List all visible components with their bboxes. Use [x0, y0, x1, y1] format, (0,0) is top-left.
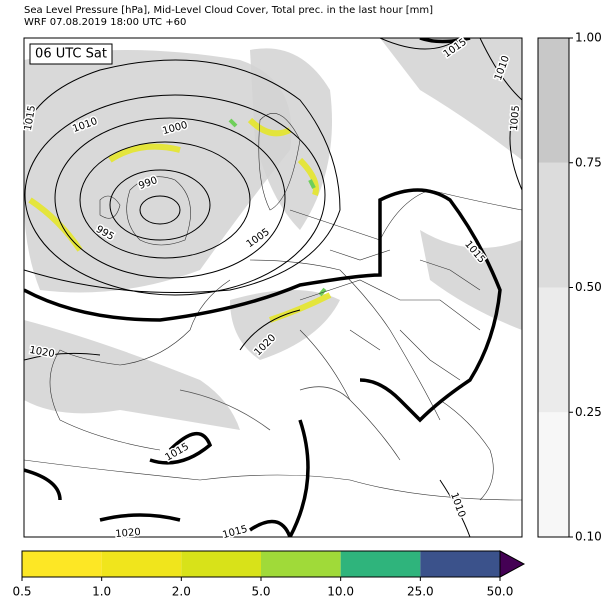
precip-colorbar: 0.5 1.0 2.0 5.0 10.0 25.0 50.0 — [12, 550, 526, 599]
isobar-label: 1015 — [23, 105, 38, 132]
colorbar-segment — [101, 551, 182, 577]
colorbar-segment — [538, 412, 569, 537]
colorbar-segment — [261, 551, 341, 577]
time-label-box — [29, 43, 113, 65]
colorbar-tick-label: 0.5 — [12, 585, 31, 599]
colorbar-tick-label: 0.50 — [575, 280, 602, 294]
colorbar-tick-label: 25.0 — [407, 585, 434, 599]
colorbar-tick-label: 0.75 — [575, 155, 602, 169]
map-frame — [23, 37, 523, 538]
isobar-label: 1005 — [509, 105, 522, 131]
colorbar-extend — [499, 550, 526, 578]
cloud-colorbar: 0.10 0.25 0.50 0.75 1.00 — [537, 31, 602, 544]
colorbar-segment — [538, 287, 569, 413]
map-area — [24, 38, 522, 537]
colorbar-tick-label: 50.0 — [487, 585, 514, 599]
colorbar-tick-label: 5.0 — [251, 585, 270, 599]
colorbar-segment — [22, 551, 102, 577]
time-label: 06 UTC Sat — [35, 47, 107, 62]
colorbar-segment — [181, 551, 261, 577]
colorbar-tick-label: 0.25 — [575, 405, 602, 419]
colorbar-tick-label: 1.0 — [92, 585, 111, 599]
colorbar-tick-label: 10.0 — [327, 585, 354, 599]
title-line: WRF 07.08.2019 18:00 UTC +60 — [24, 17, 186, 28]
colorbar-segment — [538, 38, 569, 163]
colorbar-segment — [538, 162, 569, 288]
colorbar-segment — [420, 551, 500, 577]
isobar-label: 1020 — [115, 527, 141, 540]
colorbar-tick-label: 0.10 — [575, 530, 602, 544]
colorbar-segment — [340, 551, 421, 577]
colorbar-tick-label: 2.0 — [172, 585, 191, 599]
colorbar-tick-label: 1.00 — [575, 31, 602, 45]
title-line: Sea Level Pressure [hPa], Mid-Level Clou… — [24, 5, 433, 16]
